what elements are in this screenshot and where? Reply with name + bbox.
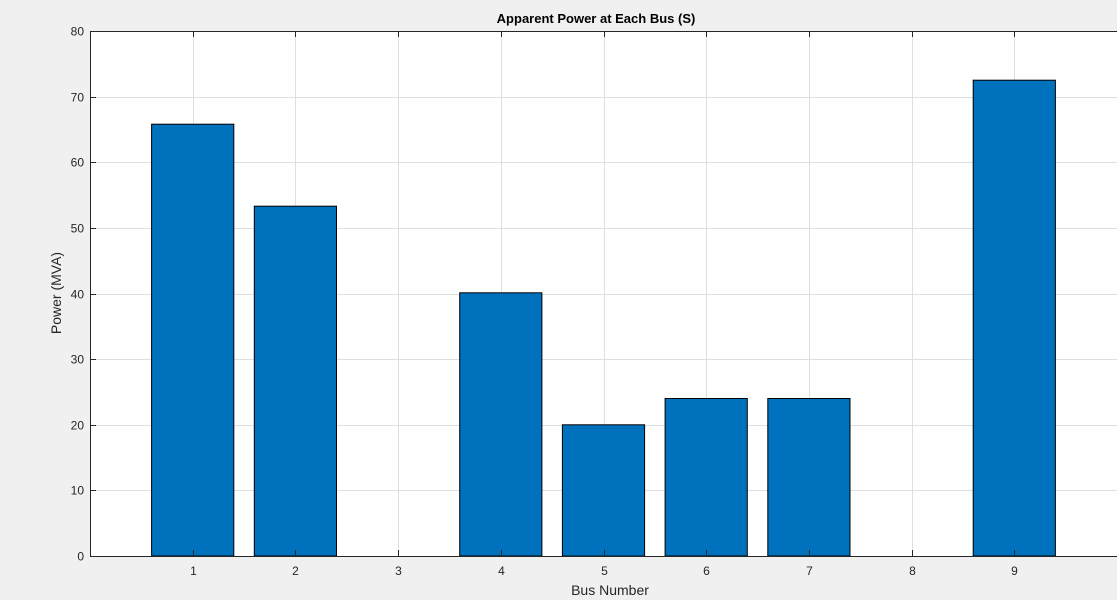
y-tick-label-80: 80 [71,25,85,39]
bar-bus-9 [972,79,1056,557]
y-tick-label-10: 10 [71,484,85,498]
x-tick-label-8: 8 [909,564,916,578]
y-tick-labels: 0 10 20 30 40 50 60 70 80 [71,25,85,564]
bar-bus-2 [253,205,337,557]
bar-bus-4 [459,292,543,557]
x-tick-label-4: 4 [498,564,505,578]
x-tick-labels: 1 2 3 4 5 6 7 8 9 [190,564,1018,578]
bar-bus-5 [561,424,646,557]
x-tick-label-7: 7 [806,564,813,578]
x-tick-label-6: 6 [703,564,710,578]
y-tick-label-0: 0 [77,550,84,564]
x-axis-label: Bus Number [571,582,649,598]
x-tick-label-9: 9 [1011,564,1018,578]
x-tick-label-1: 1 [190,564,197,578]
y-axis-label: Power (MVA) [48,252,64,334]
bar-bus-6 [664,398,748,557]
bar-bus-7 [767,398,851,557]
y-tick-label-40: 40 [71,288,85,302]
chart-title: Apparent Power at Each Bus (S) [497,11,696,26]
axes [90,31,1117,557]
y-tick-label-30: 30 [71,353,85,367]
x-tick-label-3: 3 [395,564,402,578]
bar-bus-1 [151,123,235,557]
bars [151,79,1056,557]
y-tick-label-60: 60 [71,156,85,170]
y-tick-label-70: 70 [71,91,85,105]
y-tick-label-50: 50 [71,222,85,236]
y-tick-label-20: 20 [71,419,85,433]
x-tick-label-5: 5 [601,564,608,578]
x-tick-label-2: 2 [292,564,299,578]
